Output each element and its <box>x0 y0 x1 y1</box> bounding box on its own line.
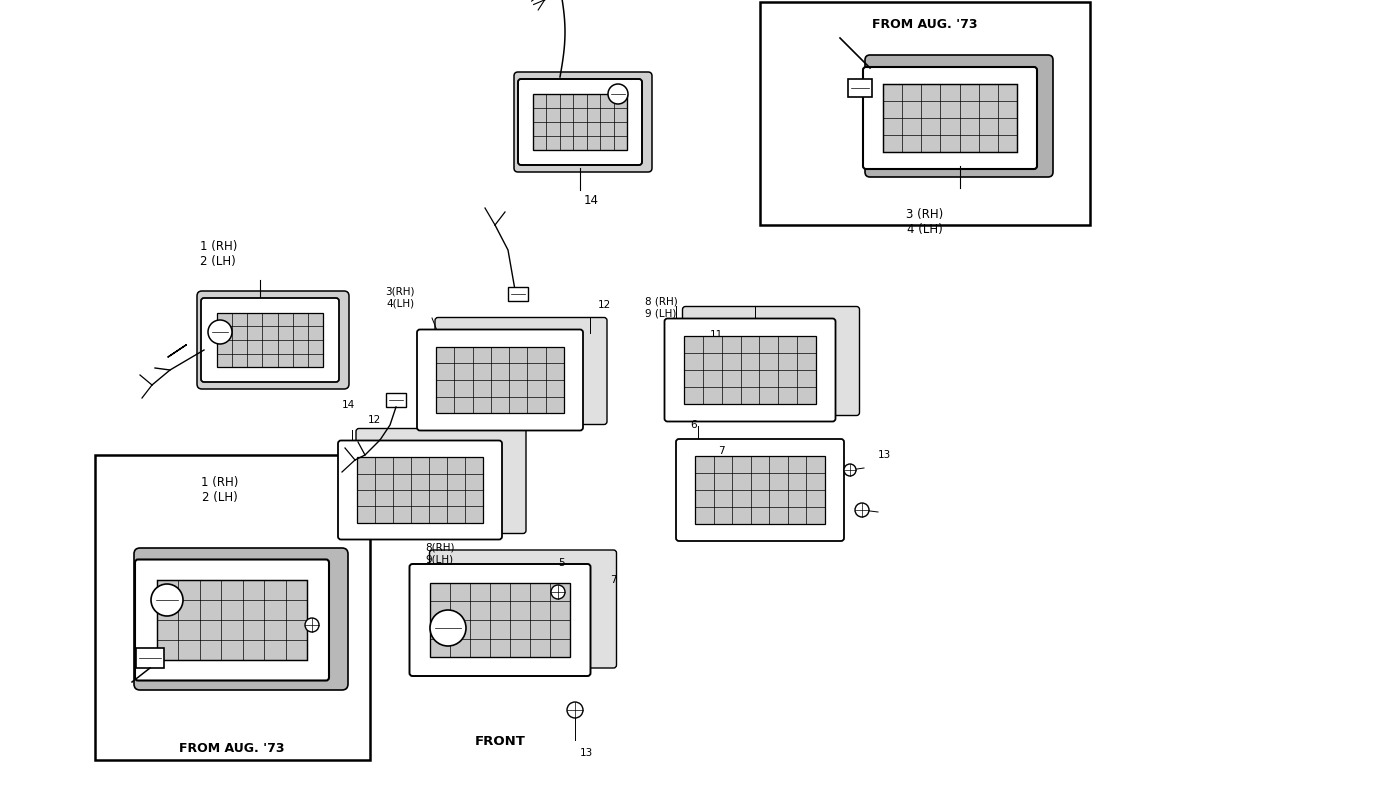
FancyBboxPatch shape <box>435 318 608 425</box>
Text: 12: 12 <box>367 415 381 425</box>
Text: 7: 7 <box>718 446 725 456</box>
Bar <box>533 94 627 150</box>
FancyBboxPatch shape <box>134 559 329 681</box>
Bar <box>386 393 406 407</box>
FancyBboxPatch shape <box>518 79 643 165</box>
FancyBboxPatch shape <box>514 72 652 172</box>
Text: FROM AUG. '73: FROM AUG. '73 <box>872 18 977 31</box>
Bar <box>217 313 323 367</box>
Circle shape <box>855 503 869 517</box>
Bar <box>435 346 564 414</box>
Text: 11: 11 <box>435 586 448 596</box>
Text: 14: 14 <box>342 400 354 410</box>
Text: FRONT: FRONT <box>475 735 525 748</box>
Text: 5: 5 <box>559 558 564 568</box>
Bar <box>508 287 528 301</box>
Text: 12: 12 <box>598 300 612 310</box>
Circle shape <box>209 320 232 344</box>
Bar <box>760 2 1091 225</box>
Bar <box>157 580 307 660</box>
Circle shape <box>608 84 629 104</box>
Bar <box>696 456 825 524</box>
FancyBboxPatch shape <box>865 55 1053 177</box>
Text: FROM AUG. '73: FROM AUG. '73 <box>179 742 284 755</box>
FancyBboxPatch shape <box>665 318 836 422</box>
Bar <box>357 458 483 522</box>
Text: 3(RH)
4(LH): 3(RH) 4(LH) <box>385 286 414 308</box>
Text: 7: 7 <box>610 575 616 585</box>
FancyBboxPatch shape <box>337 441 503 539</box>
Text: 13: 13 <box>878 450 892 460</box>
Circle shape <box>430 610 466 646</box>
Bar <box>848 79 872 97</box>
FancyBboxPatch shape <box>683 306 860 415</box>
Bar <box>685 336 816 404</box>
FancyBboxPatch shape <box>409 564 591 676</box>
Text: 11: 11 <box>710 330 724 340</box>
Text: 13: 13 <box>580 748 594 758</box>
Circle shape <box>844 464 855 476</box>
Text: 3 (RH)
4 (LH): 3 (RH) 4 (LH) <box>906 208 944 236</box>
Circle shape <box>567 702 582 718</box>
Bar <box>430 583 570 657</box>
Circle shape <box>151 584 183 616</box>
Circle shape <box>305 618 319 632</box>
Text: 1 (RH)
2 (LH): 1 (RH) 2 (LH) <box>202 476 238 504</box>
Bar <box>95 455 370 760</box>
FancyBboxPatch shape <box>202 298 339 382</box>
Text: 8 (RH)
9 (LH): 8 (RH) 9 (LH) <box>645 296 678 318</box>
FancyBboxPatch shape <box>134 548 349 690</box>
FancyBboxPatch shape <box>197 291 349 389</box>
Text: 1 (RH)
2 (LH): 1 (RH) 2 (LH) <box>200 240 238 268</box>
FancyBboxPatch shape <box>417 330 582 430</box>
FancyBboxPatch shape <box>430 550 616 668</box>
Bar <box>883 84 1018 152</box>
Text: 14: 14 <box>584 194 599 207</box>
FancyBboxPatch shape <box>676 439 844 541</box>
Text: 8(RH)
9(LH): 8(RH) 9(LH) <box>426 542 455 564</box>
Bar <box>136 648 164 668</box>
FancyBboxPatch shape <box>356 429 526 534</box>
Circle shape <box>552 585 566 599</box>
Text: 6: 6 <box>690 420 697 430</box>
FancyBboxPatch shape <box>862 67 1037 169</box>
